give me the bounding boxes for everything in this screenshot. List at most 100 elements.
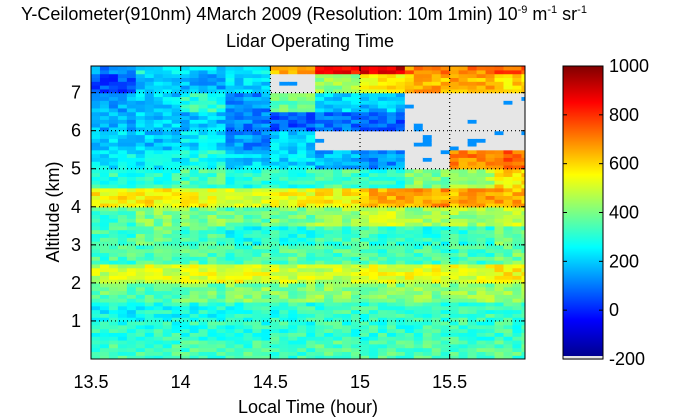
heatmap-cell (315, 263, 325, 269)
heatmap-cell (171, 161, 182, 166)
heatmap-cell (413, 111, 424, 117)
heatmap-cell (270, 115, 280, 120)
heatmap-cell (216, 290, 227, 295)
heatmap-cell (91, 218, 101, 223)
heatmap-cell (108, 206, 119, 212)
heatmap-cell (144, 347, 155, 352)
heatmap-cell (315, 149, 325, 155)
heatmap-cell (288, 267, 298, 273)
heatmap-cell (189, 96, 200, 101)
heatmap-cell (368, 138, 379, 143)
heatmap-cell (108, 218, 119, 223)
heatmap-cell (503, 244, 514, 250)
heatmap-cell (324, 69, 334, 75)
heatmap-cell (440, 199, 451, 204)
heatmap-cell (360, 225, 370, 231)
heatmap-cell (270, 248, 280, 254)
heatmap-cell (279, 66, 289, 71)
heatmap-cell (270, 100, 280, 105)
heatmap-cell (270, 328, 280, 333)
heatmap-cell (315, 138, 325, 143)
heatmap-cell (431, 286, 442, 292)
heatmap-cell (440, 100, 451, 105)
heatmap-cell (91, 263, 101, 269)
heatmap-cell (503, 176, 514, 181)
heatmap-cell (476, 343, 487, 349)
heatmap-cell (503, 77, 514, 82)
heatmap-cell (225, 351, 236, 356)
heatmap-cell (440, 81, 451, 86)
heatmap-cell (386, 237, 397, 242)
heatmap-cell (351, 214, 361, 219)
heatmap-cell (422, 225, 433, 231)
heatmap-cell (503, 252, 514, 257)
heatmap-cell (476, 282, 487, 288)
heatmap-cell (521, 164, 525, 170)
heatmap-cell (162, 172, 173, 177)
heatmap-cell (279, 69, 289, 75)
heatmap-cell (494, 191, 505, 196)
heatmap-cell (476, 355, 487, 359)
heatmap-cell (297, 225, 307, 231)
heatmap-cell (144, 81, 155, 86)
heatmap-cell (126, 222, 137, 227)
heatmap-cell (99, 328, 110, 333)
heatmap-cell (485, 332, 496, 337)
heatmap-cell (377, 218, 388, 223)
heatmap-cell (351, 260, 361, 265)
heatmap-cell (126, 73, 137, 79)
heatmap-cell (476, 168, 487, 174)
heatmap-cell (485, 298, 496, 303)
heatmap-cell (234, 172, 245, 177)
heatmap-cell (144, 191, 155, 196)
heatmap-cell (395, 145, 406, 151)
heatmap-cell (252, 248, 262, 254)
heatmap-cell (171, 275, 182, 280)
y-tick-label: 5 (71, 159, 81, 179)
heatmap-cell (207, 73, 218, 79)
heatmap-cell (458, 164, 469, 170)
heatmap-cell (216, 168, 227, 174)
heatmap-cell (252, 66, 262, 71)
heatmap-cell (440, 130, 451, 136)
heatmap-cell (395, 77, 406, 82)
heatmap-cell (449, 195, 460, 200)
heatmap-cell (216, 206, 227, 212)
heatmap-cell (431, 320, 442, 326)
heatmap-cell (135, 153, 146, 158)
heatmap-cell (144, 142, 155, 147)
heatmap-cell (162, 168, 173, 174)
heatmap-cell (216, 164, 227, 170)
heatmap-cell (108, 161, 119, 166)
heatmap-cell (333, 210, 343, 216)
heatmap-cell (351, 294, 361, 299)
heatmap-cell (306, 332, 316, 337)
heatmap-cell (252, 347, 262, 352)
heatmap-cell (189, 77, 200, 82)
heatmap-cell (467, 138, 478, 143)
heatmap-cell (270, 96, 280, 101)
heatmap-cell (324, 187, 334, 193)
heatmap-cell (126, 168, 137, 174)
heatmap-cell (413, 263, 424, 269)
heatmap-cell (171, 88, 182, 94)
heatmap-cell (252, 119, 262, 124)
heatmap-cell (108, 81, 119, 86)
heatmap-cell (485, 187, 496, 193)
heatmap-cell (431, 351, 442, 356)
heatmap-cell (404, 248, 415, 254)
heatmap-cell (189, 85, 200, 90)
heatmap-cell (144, 229, 155, 235)
heatmap-cell (476, 138, 487, 143)
heatmap-cell (386, 351, 397, 356)
heatmap-cell (99, 130, 110, 136)
heatmap-cell (207, 210, 218, 216)
heatmap-cell (171, 85, 182, 90)
heatmap-cell (315, 267, 325, 273)
heatmap-cell (180, 168, 191, 174)
heatmap-cell (377, 85, 388, 90)
heatmap-cell (162, 195, 173, 200)
heatmap-cell (458, 176, 469, 181)
heatmap-cell (135, 305, 146, 311)
heatmap-cell (494, 309, 505, 314)
